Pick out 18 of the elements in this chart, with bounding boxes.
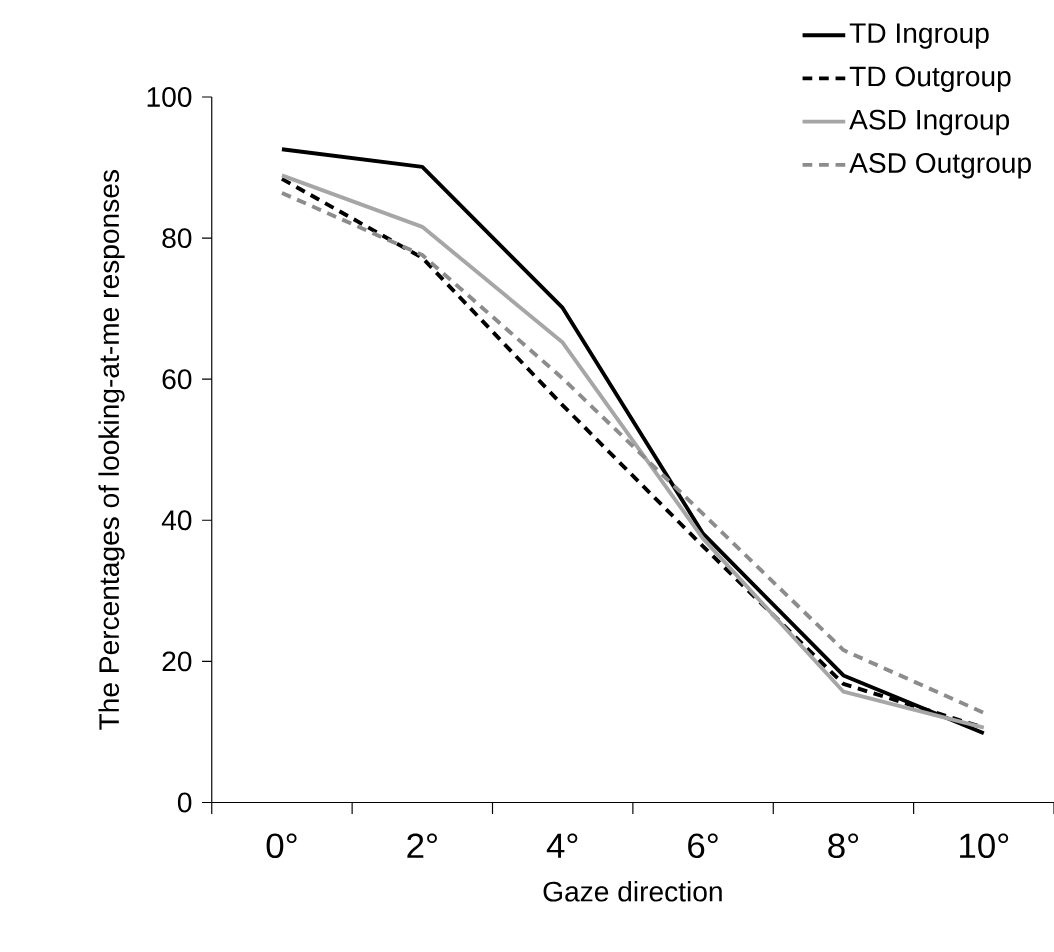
y-tick-label: 0	[177, 792, 192, 813]
legend-label: ASD Outgroup	[849, 153, 1031, 179]
legend-label: TD Ingroup	[849, 23, 989, 49]
x-tick-label: 6°	[688, 833, 718, 859]
y-tick-label: 60	[162, 369, 192, 390]
legend-label: TD Outgroup	[849, 66, 1011, 92]
y-tick-label: 100	[147, 87, 192, 108]
legend-label: ASD Ingroup	[849, 109, 1010, 136]
x-tick-label: 2°	[407, 833, 437, 858]
x-tick-label: 10°	[960, 833, 1009, 859]
y-tick-label: 40	[161, 510, 192, 531]
x-tick-label: 0°	[266, 833, 297, 859]
x-axis-title: Gaze direction	[543, 880, 722, 902]
y-tick-label: 80	[162, 228, 192, 249]
y-axis-title: The Percentages of looking-at-me responses	[98, 170, 125, 730]
y-tick-label: 20	[162, 651, 192, 672]
x-tick-label: 8°	[828, 833, 859, 859]
x-tick-label: 4°	[546, 833, 578, 858]
